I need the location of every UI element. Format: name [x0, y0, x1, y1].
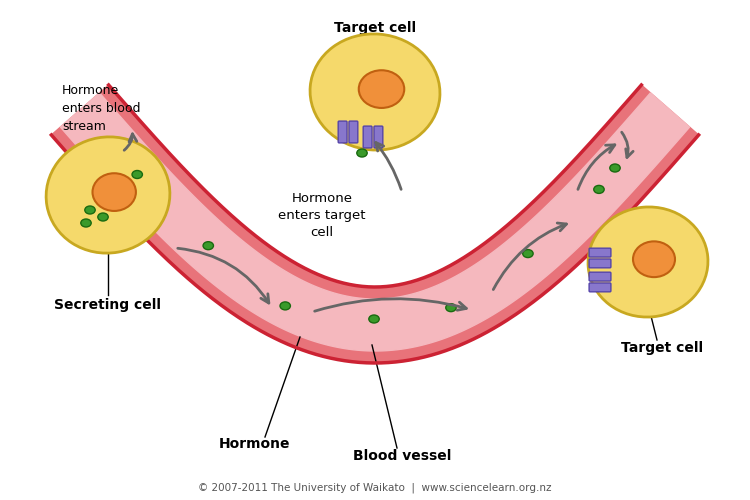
- Text: Target cell: Target cell: [334, 21, 416, 35]
- Ellipse shape: [81, 219, 92, 227]
- Ellipse shape: [46, 137, 170, 253]
- Ellipse shape: [523, 250, 533, 258]
- Ellipse shape: [203, 242, 214, 250]
- Ellipse shape: [610, 164, 620, 172]
- Text: Hormone: Hormone: [219, 437, 291, 451]
- FancyBboxPatch shape: [589, 272, 611, 281]
- Ellipse shape: [633, 242, 675, 277]
- Text: Secreting cell: Secreting cell: [55, 298, 161, 312]
- Text: © 2007-2011 The University of Waikato  |  www.sciencelearn.org.nz: © 2007-2011 The University of Waikato | …: [198, 483, 552, 493]
- Ellipse shape: [132, 170, 142, 178]
- Ellipse shape: [98, 213, 108, 221]
- FancyBboxPatch shape: [589, 248, 611, 257]
- FancyBboxPatch shape: [363, 126, 372, 148]
- Text: Hormone
enters blood
stream: Hormone enters blood stream: [62, 84, 140, 132]
- Polygon shape: [52, 85, 698, 363]
- Ellipse shape: [310, 34, 440, 150]
- Ellipse shape: [357, 149, 368, 157]
- FancyBboxPatch shape: [374, 126, 382, 148]
- Ellipse shape: [588, 207, 708, 317]
- Text: Target cell: Target cell: [621, 341, 703, 355]
- FancyBboxPatch shape: [589, 283, 611, 292]
- Ellipse shape: [85, 206, 95, 214]
- Ellipse shape: [594, 186, 604, 194]
- Ellipse shape: [280, 302, 290, 310]
- Text: Hormone
enters target
cell: Hormone enters target cell: [278, 192, 366, 238]
- Ellipse shape: [92, 174, 136, 211]
- Ellipse shape: [446, 304, 456, 312]
- FancyBboxPatch shape: [349, 121, 358, 143]
- Text: Blood vessel: Blood vessel: [352, 449, 452, 463]
- Ellipse shape: [358, 70, 404, 108]
- FancyBboxPatch shape: [338, 121, 347, 143]
- FancyBboxPatch shape: [589, 259, 611, 268]
- Polygon shape: [61, 93, 689, 351]
- Ellipse shape: [369, 315, 380, 323]
